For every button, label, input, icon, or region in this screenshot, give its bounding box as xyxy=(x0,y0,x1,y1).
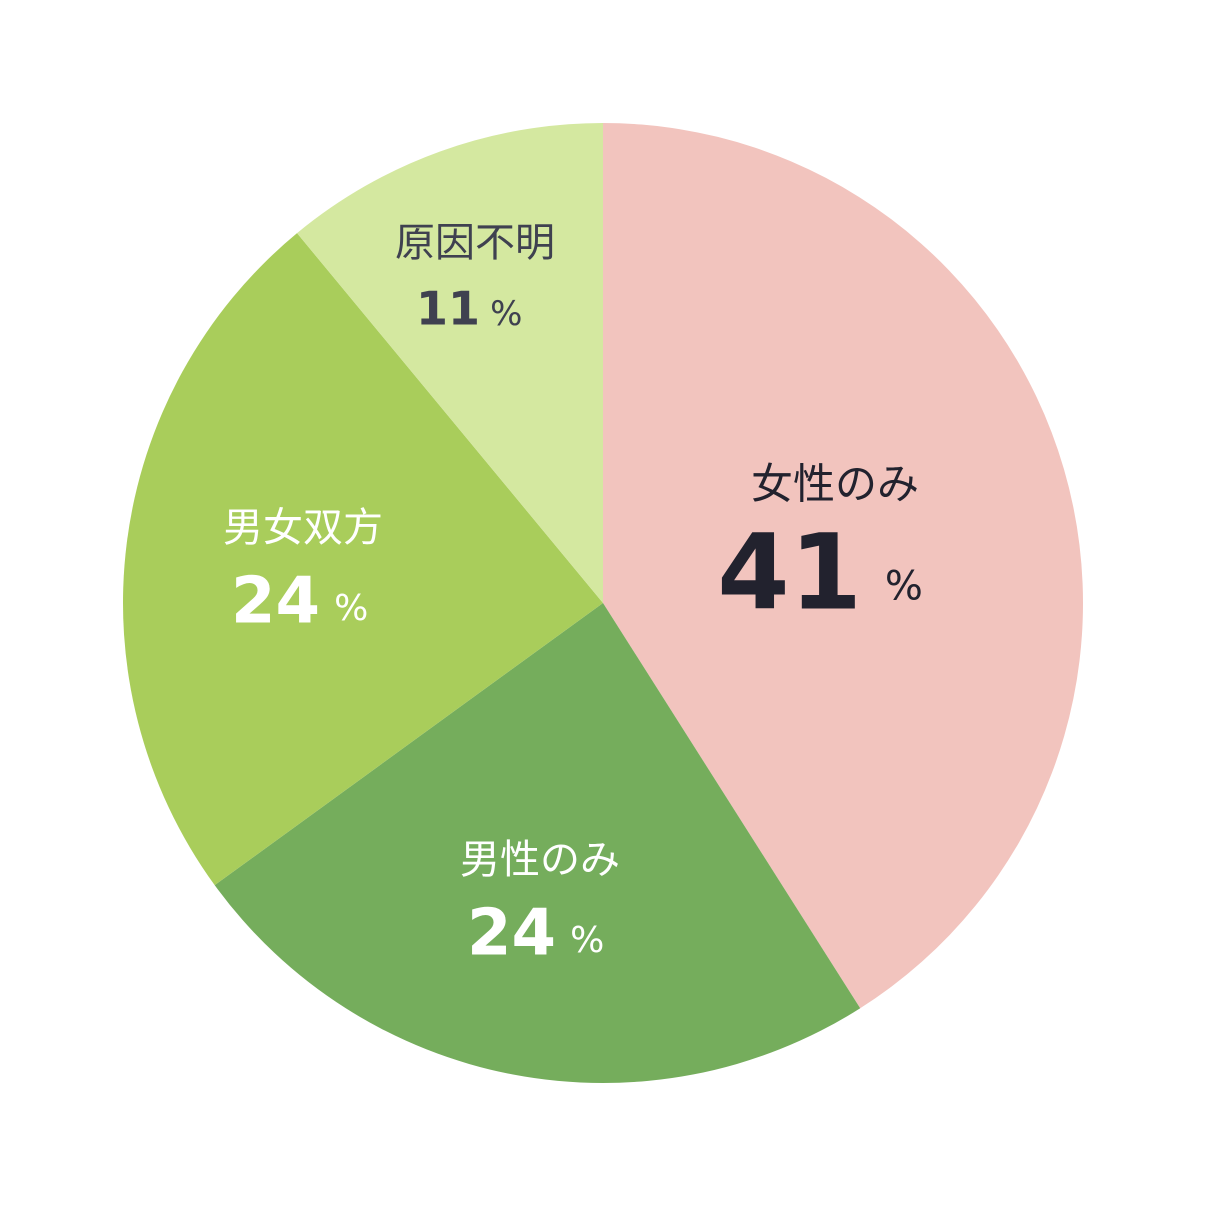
pie-slice xyxy=(123,233,604,886)
value-label: 11 xyxy=(416,282,480,336)
pie-slice xyxy=(603,123,1084,1009)
value-label: 41 xyxy=(717,511,862,633)
value-unit: % xyxy=(885,563,923,609)
value-unit: % xyxy=(334,588,368,629)
value-unit: % xyxy=(490,294,522,334)
slice-label: 男女双方 xyxy=(223,505,383,551)
slice-label: 原因不明 xyxy=(395,220,555,266)
value-label: 24 xyxy=(231,565,320,639)
slice-label: 男性のみ xyxy=(460,837,620,883)
value-unit: % xyxy=(570,920,604,961)
pie-slice xyxy=(214,603,861,1084)
slice-label: 女性のみ xyxy=(751,460,919,509)
pie-slice xyxy=(297,123,603,603)
value-label: 24 xyxy=(467,897,556,971)
